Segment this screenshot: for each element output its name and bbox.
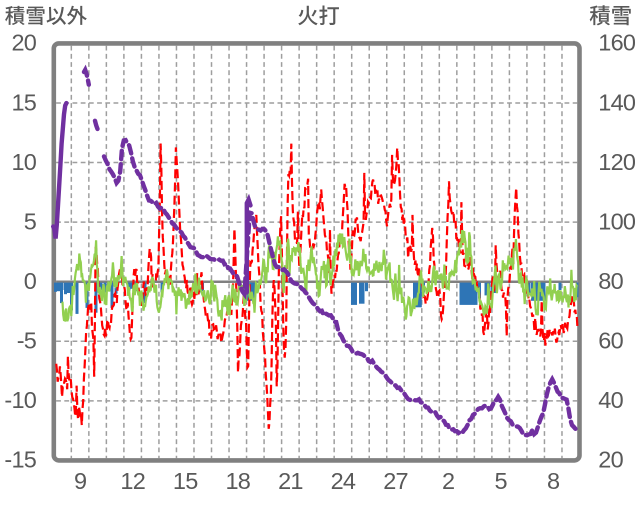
svg-text:-5: -5	[17, 328, 37, 354]
svg-text:8: 8	[547, 468, 560, 494]
svg-text:15: 15	[173, 468, 198, 494]
svg-text:9: 9	[74, 468, 86, 494]
svg-text:27: 27	[383, 468, 408, 494]
svg-text:21: 21	[278, 468, 303, 494]
svg-text:24: 24	[331, 468, 356, 494]
svg-text:40: 40	[598, 387, 623, 413]
svg-text:20: 20	[598, 447, 623, 473]
svg-text:100: 100	[598, 208, 636, 234]
svg-text:18: 18	[226, 468, 251, 494]
svg-text:-10: -10	[4, 387, 36, 413]
svg-text:80: 80	[598, 268, 623, 294]
svg-text:120: 120	[598, 149, 636, 175]
svg-text:5: 5	[24, 208, 37, 234]
svg-text:160: 160	[598, 30, 636, 56]
svg-text:0: 0	[24, 268, 37, 294]
svg-text:5: 5	[494, 468, 507, 494]
svg-text:10: 10	[11, 149, 36, 175]
svg-text:2: 2	[442, 468, 454, 494]
svg-text:15: 15	[11, 89, 36, 115]
svg-text:20: 20	[11, 30, 36, 56]
svg-text:140: 140	[598, 89, 636, 115]
svg-text:60: 60	[598, 328, 623, 354]
svg-text:-15: -15	[4, 447, 36, 473]
svg-text:12: 12	[120, 468, 145, 494]
